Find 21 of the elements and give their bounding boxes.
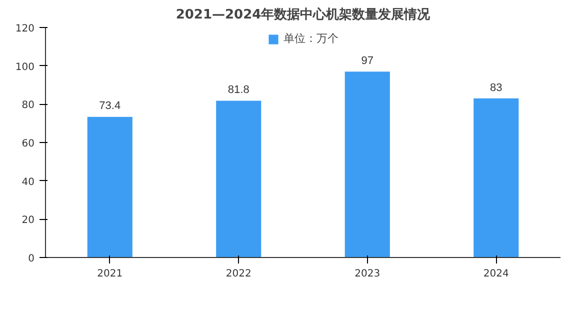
x-tick-label: 2022: [226, 268, 252, 280]
legend-label: 单位：万个: [284, 31, 338, 46]
bar: [216, 100, 262, 258]
y-tick-label: 0: [28, 254, 35, 264]
chart-title: 2021—2024年数据中心机架数量发展情况: [176, 6, 432, 22]
y-tick-label: 80: [22, 100, 35, 112]
bar: [344, 72, 390, 258]
text: 83: [490, 82, 502, 94]
y-tick-label: 20: [22, 215, 35, 226]
y-tick-label: 100: [15, 62, 35, 73]
text: 81.8: [228, 84, 250, 96]
bar: [87, 116, 132, 258]
x-tick-label: 2023: [354, 268, 380, 280]
y-tick-label: 40: [22, 176, 35, 188]
bar: [474, 98, 519, 258]
y-tick-label: 120: [15, 24, 35, 34]
x-tick-label: 2024: [483, 268, 509, 280]
x-tick-label: 2021: [97, 268, 123, 280]
y-tick-label: 60: [22, 138, 35, 150]
text: 97: [361, 54, 374, 67]
text: 73.4: [99, 100, 121, 112]
